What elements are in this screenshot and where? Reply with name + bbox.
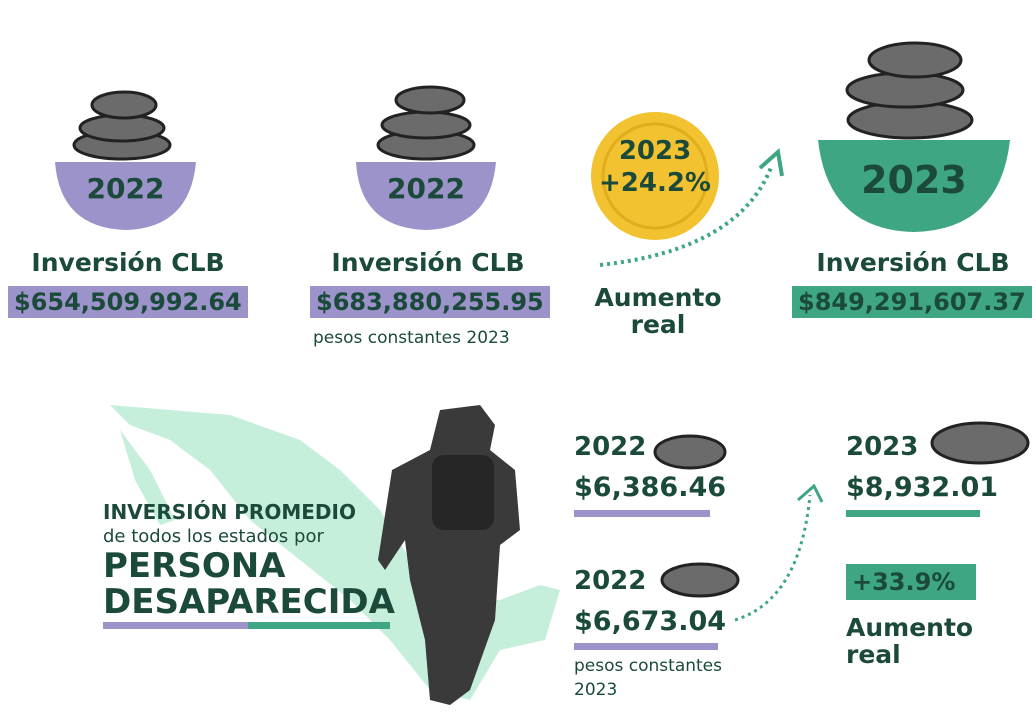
amount: $683,880,255.95	[310, 286, 550, 318]
change: +24.2%	[599, 168, 711, 198]
underline	[574, 510, 710, 517]
gold-coin	[591, 112, 719, 240]
year: 2022	[574, 432, 647, 462]
label: Inversión CLB	[816, 248, 1010, 277]
bowl	[356, 162, 496, 230]
underline	[103, 622, 248, 629]
change-label: Aumento real	[846, 613, 974, 669]
label: Inversión CLB	[31, 248, 225, 277]
amount: $6,386.46	[574, 472, 727, 503]
amount: $6,673.04	[574, 606, 727, 637]
arrowhead	[797, 483, 824, 503]
note: pesos constantes 2023	[574, 656, 722, 700]
title-line: INVERSIÓN PROMEDIO	[103, 500, 356, 524]
arrow	[734, 494, 812, 622]
amount: $849,291,607.37	[792, 286, 1032, 318]
label: Aumento real	[594, 283, 722, 339]
year: 2023	[846, 432, 919, 462]
coin-stack	[72, 41, 1030, 598]
bowl	[55, 162, 196, 230]
year: 2023	[618, 136, 692, 166]
year: 2022	[387, 172, 465, 205]
label: Inversión CLB	[331, 248, 525, 277]
change: +33.9%	[846, 564, 976, 600]
bowl	[818, 140, 1010, 232]
title-line: de todos los estados por	[103, 526, 324, 547]
note: pesos constantes 2023	[313, 328, 510, 348]
year: 2023	[861, 158, 967, 202]
underline	[248, 622, 390, 629]
backpack	[432, 455, 494, 530]
underline	[574, 643, 718, 650]
year: 2022	[574, 566, 647, 596]
gold-coin-rim	[601, 122, 709, 230]
arrowhead	[758, 148, 784, 177]
title-line: PERSONA	[103, 546, 286, 586]
title-line: DESAPARECIDA	[103, 582, 395, 622]
underline	[846, 510, 980, 517]
amount: $654,509,992.64	[8, 286, 248, 318]
amount: $8,932.01	[846, 472, 999, 503]
year: 2022	[86, 172, 165, 205]
